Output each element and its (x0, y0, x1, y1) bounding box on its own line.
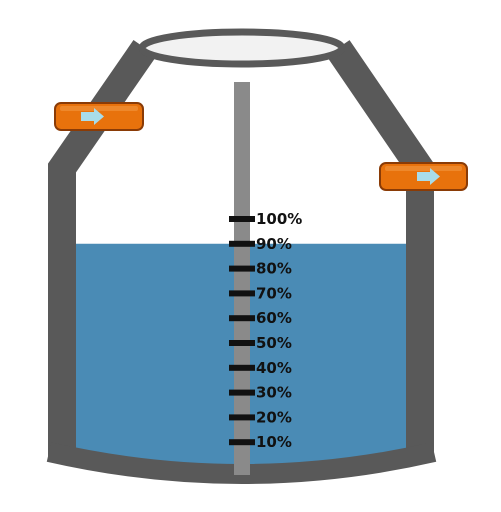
gauge-level-label: 70% (256, 284, 292, 302)
gauge-tick (229, 389, 255, 396)
tank-lid (138, 28, 346, 68)
gauge-tick (229, 315, 255, 322)
outlet-pipe (379, 162, 468, 191)
gauge-tick (229, 364, 255, 371)
gauge-level-label: 100% (256, 210, 302, 228)
gauge-tick (229, 240, 255, 247)
gauge-level-label: 40% (256, 359, 292, 377)
gauge-level-label: 10% (256, 433, 292, 451)
arrow-right-icon (417, 168, 440, 185)
inlet-pipe (54, 102, 144, 131)
gauge-level-label: 50% (256, 334, 292, 352)
gauge-level-label: 30% (256, 384, 292, 402)
arrow-right-icon (81, 108, 104, 125)
gauge-rod (234, 82, 250, 475)
gauge-tick (229, 265, 255, 272)
gauge-level-label: 60% (256, 309, 292, 327)
gauge-tick (229, 290, 255, 297)
gauge-level-label: 80% (256, 260, 292, 278)
gauge-tick (229, 216, 255, 222)
level-gauge: 100% 90% 80% 70% 60% 50% 40% 30% 20% 10% (229, 210, 302, 451)
gauge-level-label: 20% (256, 408, 292, 426)
gauge-tick (229, 414, 255, 421)
gauge-tick (229, 340, 255, 346)
gauge-level-label: 90% (256, 235, 292, 253)
gauge-tick (229, 439, 255, 446)
